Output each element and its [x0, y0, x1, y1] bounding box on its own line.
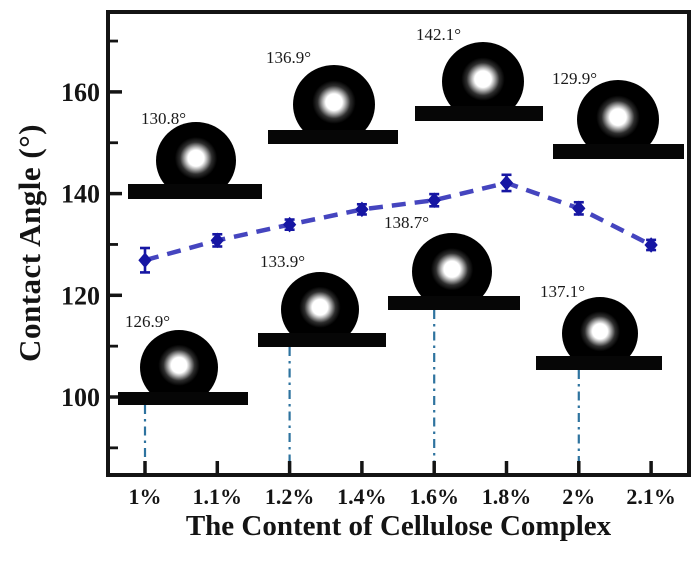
x-tick-label: 2.1% [626, 484, 676, 509]
data-point-marker [572, 200, 586, 217]
substrate-surface [415, 106, 543, 121]
contact-angle-value-label: 130.8° [141, 109, 187, 128]
x-tick-label: 1.8% [482, 484, 532, 509]
contact-angle-value-label: 136.9° [266, 48, 312, 67]
contact-angle-value-label: 138.7° [384, 213, 430, 232]
data-point-marker [210, 232, 224, 249]
contact-angle-value-label: 133.9° [260, 252, 306, 271]
x-tick-label: 1.2% [265, 484, 315, 509]
substrate-surface [388, 296, 520, 310]
data-point-marker [644, 237, 658, 253]
y-axis-title: Contact Angle (°) [12, 124, 47, 362]
data-point-marker [355, 201, 369, 218]
x-tick-label: 1% [129, 484, 162, 509]
contact-angle-value-label: 126.9° [125, 312, 171, 331]
data-point-marker [138, 252, 152, 268]
data-point-marker [282, 216, 297, 233]
y-tick-label: 120 [61, 281, 100, 310]
plot-border [106, 10, 691, 477]
substrate-surface [118, 392, 248, 405]
x-tick-label: 1.4% [337, 484, 387, 509]
x-axis-title: The Content of Cellulose Complex [185, 510, 612, 542]
x-tick-label: 1.6% [409, 484, 459, 509]
x-tick-label: 1.1% [193, 484, 243, 509]
substrate-surface [258, 333, 386, 347]
data-point-marker [499, 175, 514, 191]
y-tick-label: 160 [61, 78, 100, 107]
x-tick-label: 2% [562, 484, 595, 509]
substrate-surface [128, 184, 262, 199]
data-line [144, 180, 653, 263]
y-tick-label: 140 [61, 180, 100, 209]
y-tick-label: 100 [61, 383, 100, 412]
substrate-surface [536, 356, 662, 370]
contact-angle-value-label: 129.9° [552, 69, 598, 88]
data-point-marker [427, 192, 441, 208]
substrate-surface [553, 144, 684, 159]
contact-angle-value-label: 137.1° [540, 282, 586, 301]
substrate-surface [268, 130, 398, 144]
contact-angle-value-label: 142.1° [416, 25, 462, 44]
